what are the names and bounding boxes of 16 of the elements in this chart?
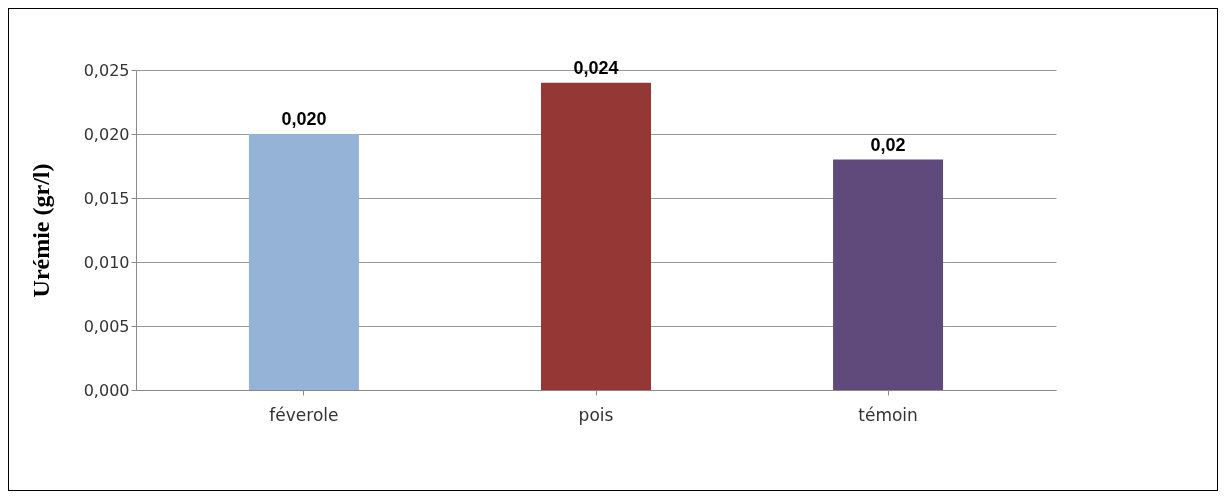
data-label: 0,024 (573, 57, 619, 78)
bar (541, 82, 651, 390)
y-tick-label: 0,010 (83, 252, 130, 272)
data-label: 0,020 (281, 109, 327, 129)
y-tick-label: 0,015 (83, 188, 130, 208)
y-tick-label: 0,025 (83, 60, 130, 80)
bar (833, 159, 944, 390)
x-tick-label: féverole (269, 404, 339, 425)
data-label: 0,02 (870, 134, 906, 155)
x-tick-label: pois (578, 404, 614, 425)
y-tick-label: 0,020 (83, 124, 130, 144)
y-tick-label: 0,005 (83, 316, 130, 336)
x-tick-label: témoin (858, 404, 918, 425)
y-tick-label: 0,000 (83, 380, 130, 400)
bar (248, 134, 359, 390)
y-axis-title: Urémie (gr/l) (27, 163, 54, 298)
